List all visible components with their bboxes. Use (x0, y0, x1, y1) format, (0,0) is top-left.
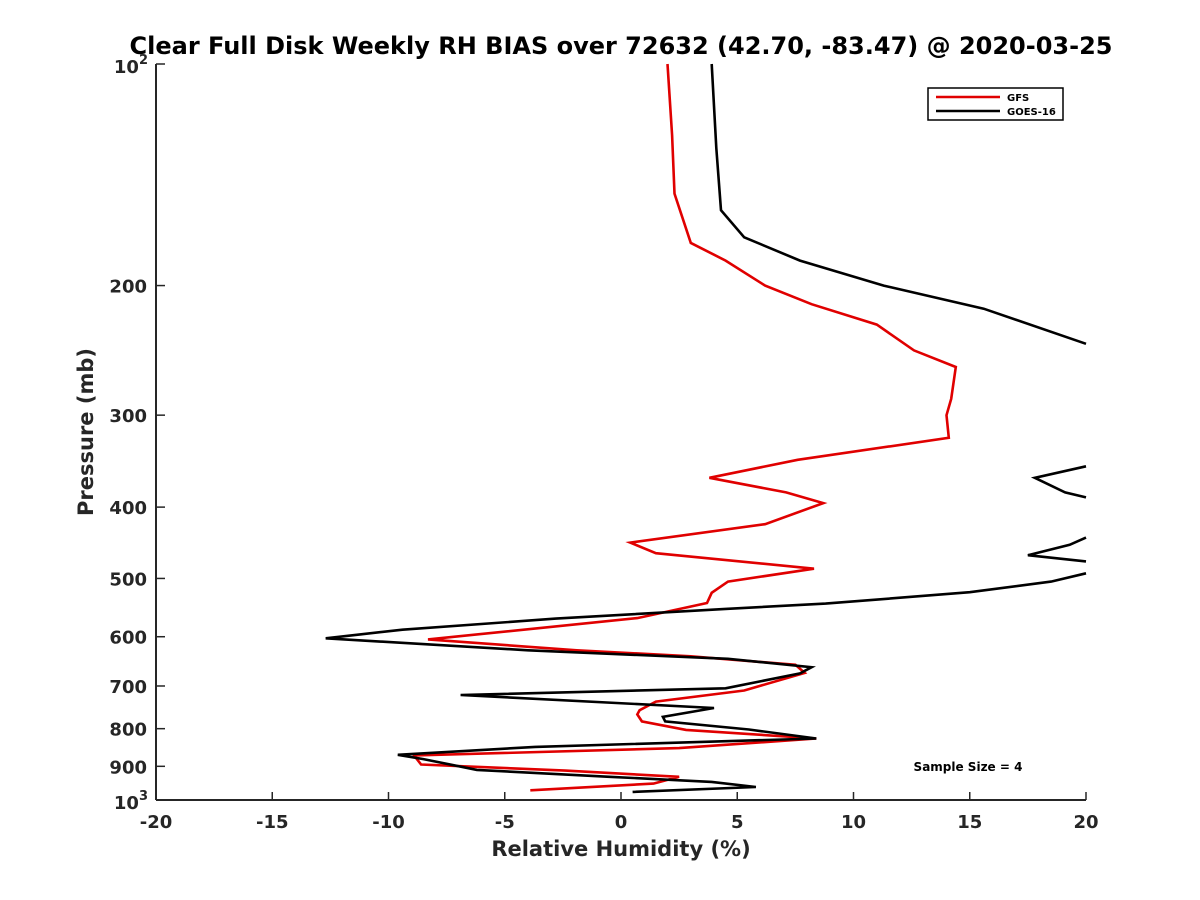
x-tick-label: -15 (256, 812, 289, 833)
y-tick-label: 600 (109, 628, 147, 649)
x-tick-label: -10 (372, 812, 405, 833)
x-ticks: -20 -15 -10 -5 0 5 10 15 20 (140, 792, 1099, 833)
legend: GFS GOES-16 (927, 87, 1064, 121)
x-tick-label: -5 (495, 812, 515, 833)
y-tick-label: 700 (109, 677, 147, 698)
series-layer (325, 63, 1087, 794)
legend-label-gfs: GFS (1007, 93, 1029, 104)
legend-label-goes16: GOES-16 (1007, 107, 1056, 118)
y-tick-label: 200 (109, 277, 147, 298)
axes (155, 64, 1086, 801)
y-tick-label: 103 (114, 789, 148, 814)
series-line-gfs (411, 63, 958, 792)
y-tick-label: 500 (109, 569, 147, 590)
series-line-goes16 (710, 63, 1087, 346)
x-tick-label: 20 (1073, 812, 1098, 833)
x-tick-label: 5 (731, 812, 744, 833)
x-tick-label: 15 (957, 812, 982, 833)
x-axis-label: Relative Humidity (%) (491, 837, 750, 861)
y-axis-label: Pressure (mb) (74, 348, 98, 516)
x-tick-label: 10 (841, 812, 866, 833)
y-tick-label: 102 (114, 53, 148, 78)
series-line-goes16 (1027, 536, 1087, 563)
series-line-goes16 (1030, 465, 1087, 499)
y-tick-label: 300 (109, 406, 147, 427)
sample-size-annotation: Sample Size = 4 (914, 760, 1023, 774)
y-tick-label: 400 (109, 498, 147, 519)
x-tick-label: -20 (140, 812, 173, 833)
y-tick-label: 800 (109, 720, 147, 741)
y-ticks: 200 300 400 500 600 700 800 900 102 103 (109, 53, 165, 814)
y-tick-label: 900 (109, 757, 147, 778)
series-line-goes16 (325, 572, 1087, 794)
chart-title: Clear Full Disk Weekly RH BIAS over 7263… (130, 32, 1113, 60)
legend-box (927, 87, 1064, 121)
x-tick-label: 0 (615, 812, 628, 833)
